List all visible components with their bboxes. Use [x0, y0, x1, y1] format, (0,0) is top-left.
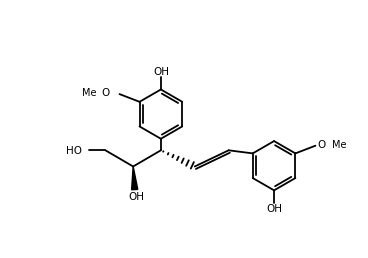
- Text: OH: OH: [266, 204, 282, 214]
- Text: O: O: [318, 140, 326, 150]
- Text: OH: OH: [128, 192, 144, 202]
- Text: Me: Me: [82, 88, 96, 98]
- Polygon shape: [132, 166, 138, 190]
- Text: O: O: [102, 88, 110, 98]
- Text: Me: Me: [332, 140, 347, 150]
- Text: OH: OH: [153, 67, 169, 77]
- Text: HO: HO: [66, 146, 82, 156]
